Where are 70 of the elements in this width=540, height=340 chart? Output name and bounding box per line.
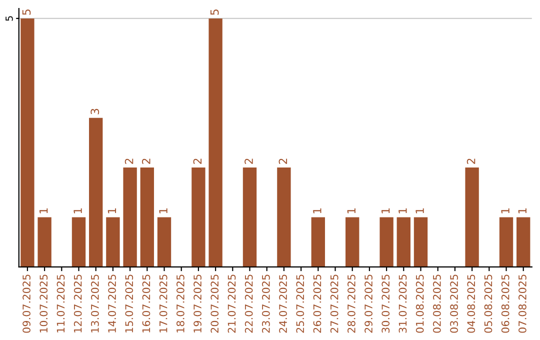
bar — [516, 217, 530, 267]
x-tick-label: 31.07.2025 — [398, 274, 407, 333]
x-tick-label: 24.07.2025 — [279, 274, 287, 333]
x-tick-label: 20.07.2025 — [210, 274, 219, 333]
x-tick-label: 10.07.2025 — [40, 274, 48, 332]
bar — [465, 168, 479, 267]
x-tick-label: 09.07.2025 — [22, 274, 30, 333]
bar — [20, 18, 34, 267]
data-label: 2 — [193, 158, 202, 164]
x-tick-label: 17.07.2025 — [159, 274, 168, 332]
bar — [380, 217, 394, 267]
x-tick-label: 19.07.2025 — [194, 274, 202, 332]
x-tick-label: 21.07.2025 — [228, 274, 236, 333]
x-tick-label: 03.08.2025 — [450, 274, 458, 333]
bar — [192, 168, 206, 267]
data-label: 1 — [501, 208, 510, 214]
x-tick-label: 27.07.2025 — [330, 274, 338, 333]
data-label: 1 — [398, 208, 407, 214]
x-tick-label: 06.08.2025 — [501, 274, 510, 333]
data-label: 3 — [90, 108, 100, 114]
x-tick-label: 14.07.2025 — [108, 274, 116, 332]
data-label: 2 — [278, 158, 288, 164]
data-label: 1 — [347, 208, 356, 214]
data-label: 2 — [124, 158, 134, 164]
bar — [72, 217, 86, 267]
x-tick-label: 11.07.2025 — [56, 274, 65, 332]
data-label: 1 — [159, 208, 168, 214]
bar — [311, 217, 325, 267]
bar — [123, 168, 137, 267]
data-label: 1 — [416, 208, 424, 214]
x-tick-label: 22.07.2025 — [244, 274, 253, 333]
bar — [140, 168, 154, 267]
x-tick-label: 18.07.2025 — [176, 274, 184, 332]
x-tick-label: 01.08.2025 — [416, 274, 424, 333]
x-tick-label: 13.07.2025 — [90, 274, 99, 332]
x-tick-label: 12.07.2025 — [74, 274, 82, 332]
bar — [499, 217, 514, 267]
x-tick-label: 05.08.2025 — [484, 274, 492, 333]
bar — [208, 18, 222, 267]
x-tick-label: 07.08.2025 — [518, 274, 526, 333]
x-tick-label: 29.07.2025 — [364, 274, 372, 333]
data-label: 1 — [382, 208, 390, 214]
bar — [38, 217, 52, 267]
x-tick-label: 02.08.2025 — [432, 274, 441, 333]
data-label: 2 — [142, 158, 150, 164]
bar — [396, 217, 410, 267]
data-label: 2 — [244, 158, 253, 164]
data-label: 1 — [74, 208, 82, 214]
data-label: 1 — [40, 208, 48, 214]
bar — [242, 168, 257, 267]
data-label: 1 — [518, 208, 526, 214]
x-tick-label: 26.07.2025 — [313, 274, 322, 333]
bar — [346, 217, 360, 267]
bar — [277, 168, 291, 267]
data-label: 5 — [22, 10, 31, 15]
x-tick-label: 15.07.2025 — [125, 274, 134, 332]
bar — [157, 217, 172, 267]
x-tick-label: 23.07.2025 — [262, 274, 270, 333]
x-tick-label: 28.07.2025 — [347, 274, 356, 333]
data-label: 2 — [466, 158, 476, 164]
x-tick-label: 25.07.2025 — [296, 274, 304, 333]
bar — [414, 217, 428, 267]
x-tick-label: 16.07.2025 — [142, 274, 150, 332]
data-label: 5 — [210, 10, 219, 15]
bar — [106, 217, 120, 267]
data-label: 1 — [313, 208, 322, 214]
x-tick-label: 30.07.2025 — [382, 274, 390, 333]
data-label: 1 — [108, 208, 116, 214]
bar — [89, 118, 103, 267]
x-tick-label: 04.08.2025 — [467, 274, 476, 333]
